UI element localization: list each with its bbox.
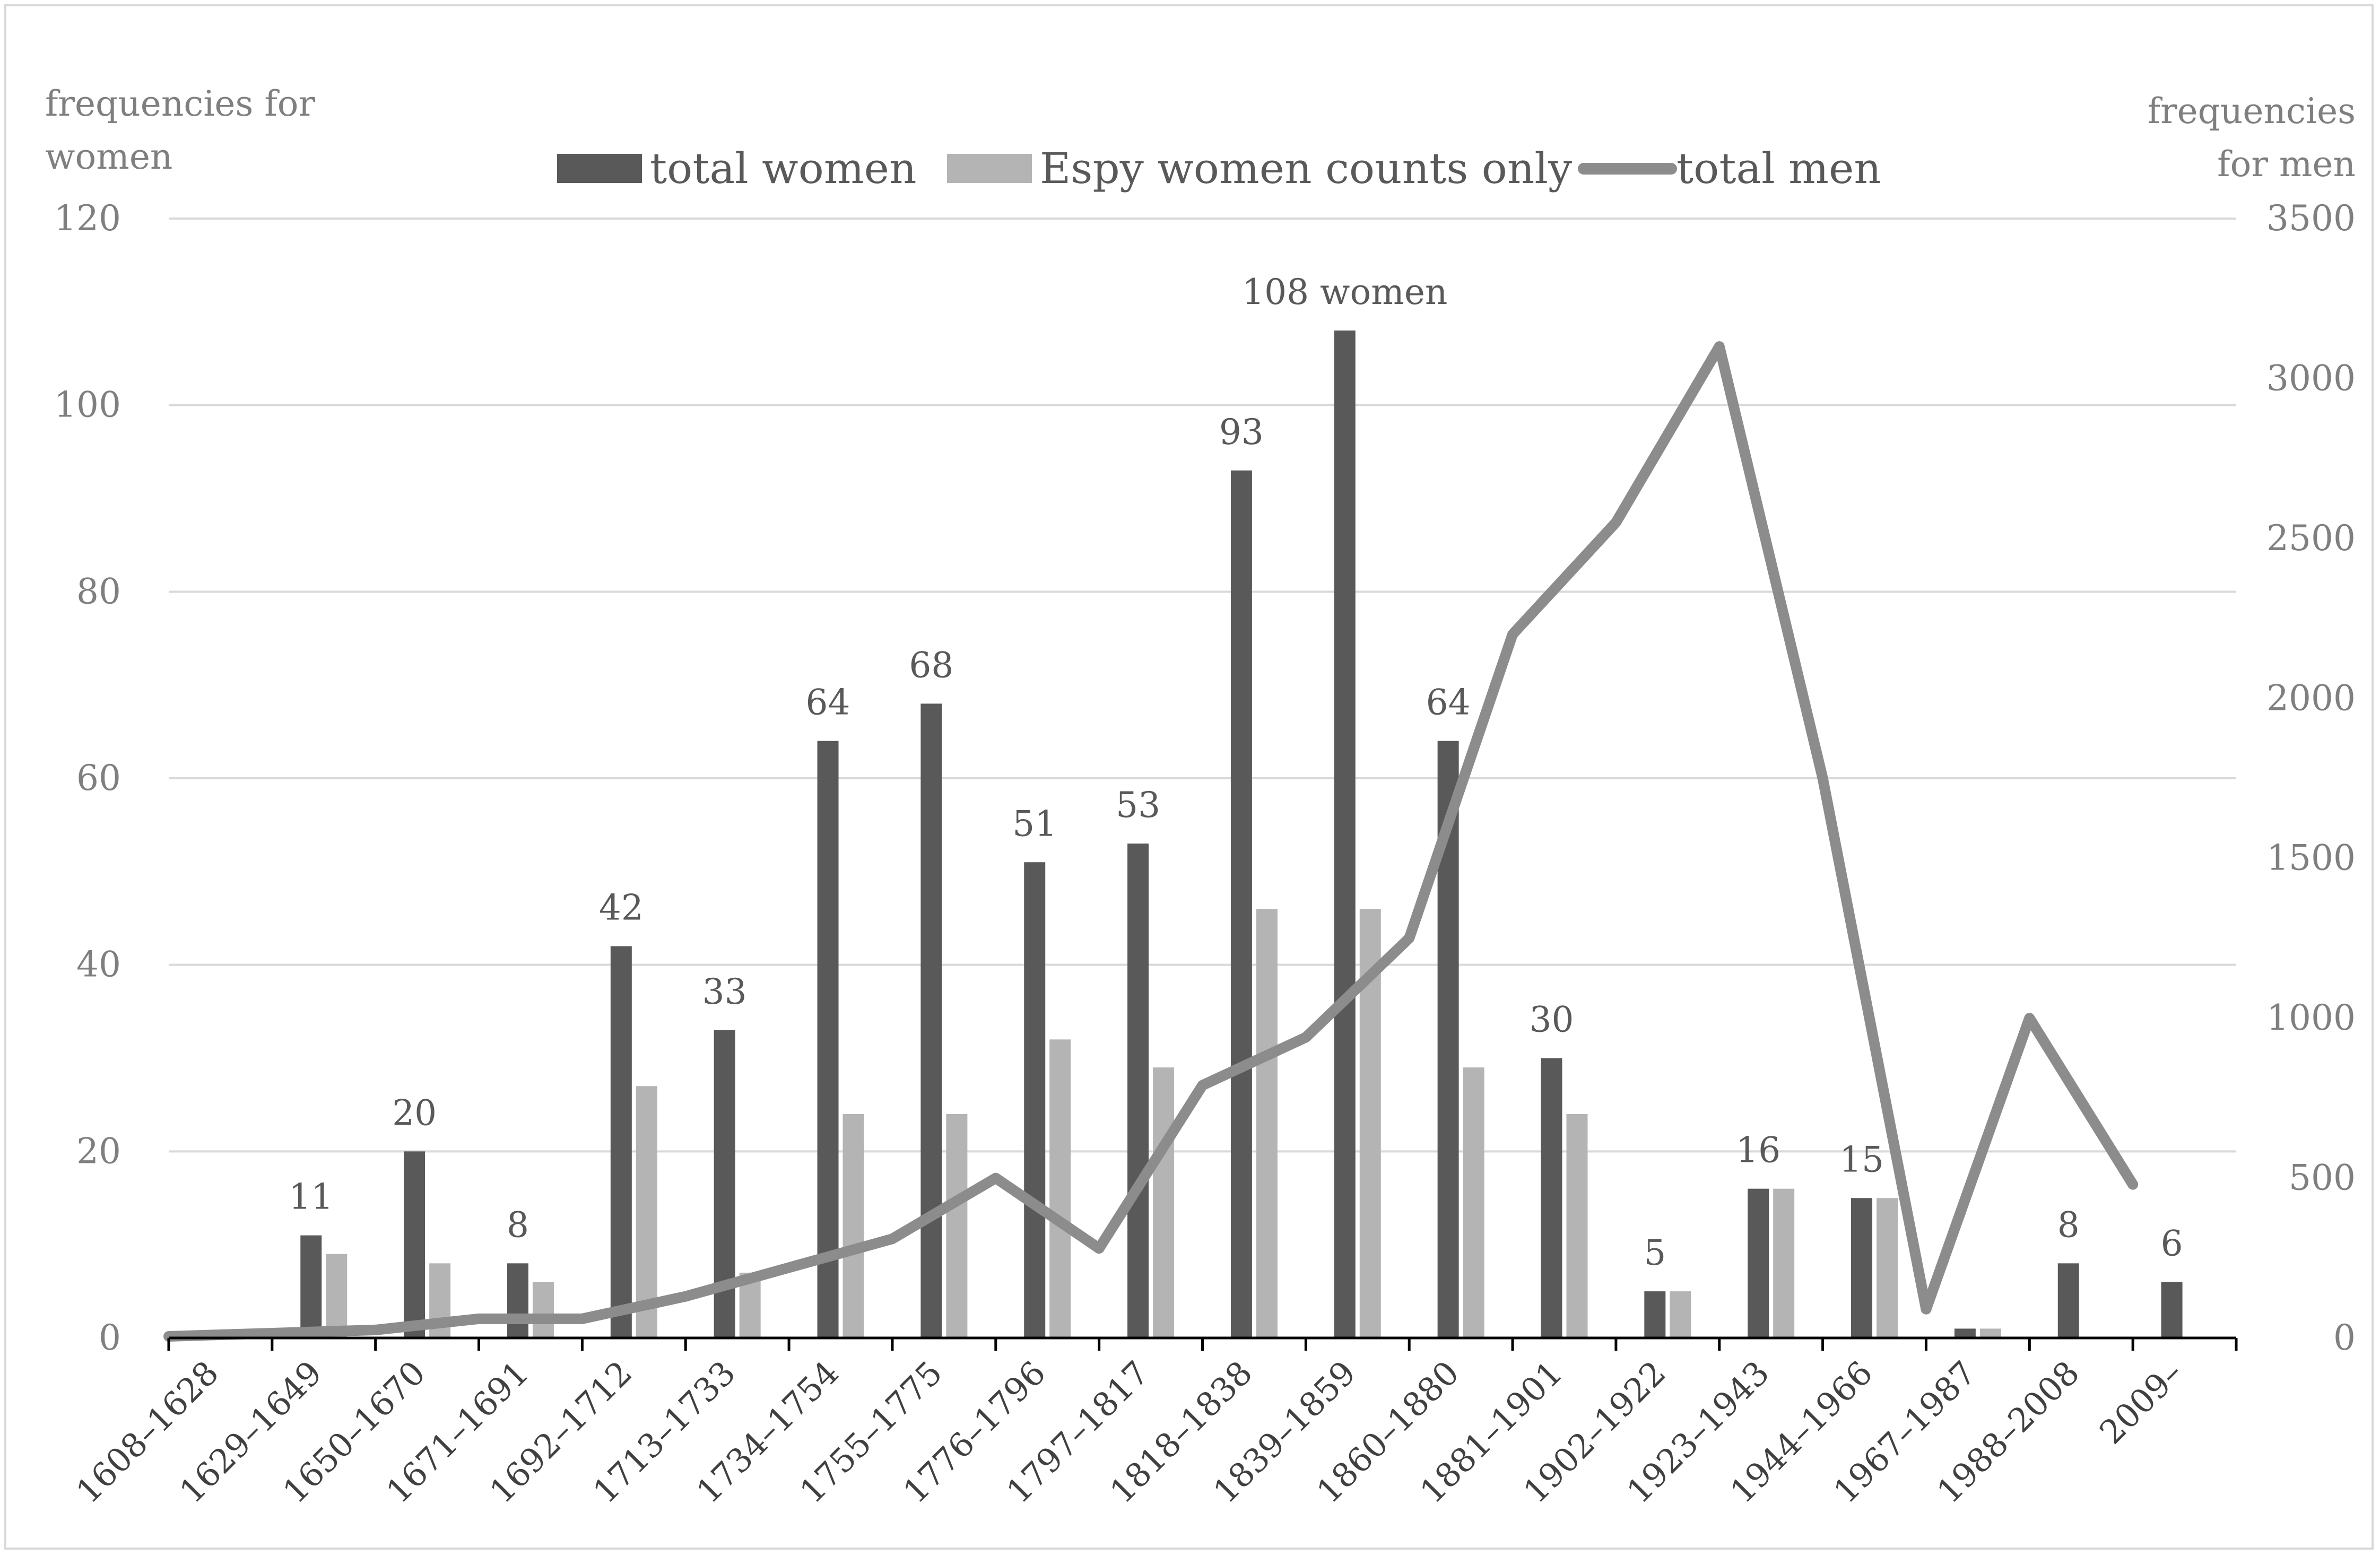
bar-total-women bbox=[1127, 844, 1149, 1338]
data-label: 42 bbox=[599, 888, 644, 928]
data-label: 93 bbox=[1219, 412, 1264, 453]
bar-total-women bbox=[817, 741, 839, 1338]
bar-espy-women bbox=[1877, 1198, 1898, 1338]
bar-total-women bbox=[1851, 1198, 1873, 1338]
data-label: 108 women bbox=[1242, 272, 1447, 312]
bar-espy-women bbox=[1463, 1067, 1484, 1338]
legend-swatch-espy-women bbox=[947, 154, 1032, 183]
data-label: 11 bbox=[289, 1177, 333, 1218]
axes: 0 20 40 60 80 100 120 0 500 1000 1500 2000 2500 3000 3… bbox=[54, 198, 2356, 1511]
data-label: 51 bbox=[1012, 803, 1057, 844]
bar-espy-women bbox=[842, 1114, 864, 1338]
bar-total-women bbox=[1230, 470, 1252, 1338]
y2-tick-label: 500 bbox=[2289, 1158, 2356, 1198]
y-axis-title-line2: women bbox=[45, 136, 172, 177]
x-tick-label: 2009– bbox=[2092, 1353, 2190, 1451]
bar-espy-women bbox=[1256, 909, 1278, 1338]
line-total-men bbox=[163, 341, 2139, 1342]
data-label: 53 bbox=[1116, 785, 1160, 825]
bar-total-women bbox=[1644, 1291, 1666, 1338]
y-tick-label: 60 bbox=[76, 758, 121, 798]
bar-total-women bbox=[1541, 1058, 1562, 1338]
y2-tick-label: 2500 bbox=[2266, 518, 2356, 559]
y2-tick-label: 3000 bbox=[2266, 358, 2356, 398]
y2-axis-title-line1: frequencies bbox=[2148, 91, 2356, 132]
y2-tick-label: 1000 bbox=[2266, 997, 2356, 1038]
gridlines bbox=[169, 218, 2236, 1153]
data-label: 8 bbox=[507, 1204, 529, 1245]
bar-espy-women bbox=[1566, 1114, 1588, 1338]
data-label: 16 bbox=[1736, 1130, 1780, 1171]
bar-espy-women bbox=[1049, 1039, 1071, 1338]
legend-label-espy-women: Espy women counts only bbox=[1040, 144, 1572, 193]
bar-total-women bbox=[610, 946, 632, 1338]
y2-axis-title-line2: for men bbox=[2217, 144, 2356, 185]
y-axis-title-line1: frequencies for bbox=[45, 83, 316, 124]
bar-espy-women bbox=[1153, 1067, 1175, 1338]
data-label: 5 bbox=[1644, 1232, 1666, 1273]
data-label: 33 bbox=[702, 971, 747, 1012]
data-label: 64 bbox=[1426, 682, 1471, 723]
data-labels: 11 20 8 42 33 64 68 51 53 93 108 women 64 30 5 16 15 8 6 bbox=[289, 272, 2183, 1273]
men-line bbox=[163, 341, 2139, 1342]
bar-total-women bbox=[2161, 1282, 2183, 1338]
data-label: 30 bbox=[1529, 999, 1574, 1040]
y2-tick-label: 1500 bbox=[2266, 838, 2356, 879]
legend-label-total-men: total men bbox=[1677, 144, 1881, 193]
y2-tick-label: 2000 bbox=[2266, 677, 2356, 718]
data-label: 64 bbox=[806, 682, 850, 723]
chart-frame bbox=[4, 4, 2374, 1550]
bar-espy-women bbox=[326, 1254, 348, 1338]
bar-total-women bbox=[404, 1151, 425, 1338]
y2-tick-label: 0 bbox=[2333, 1317, 2356, 1358]
bar-total-women bbox=[507, 1263, 528, 1338]
y2-tick-label: 3500 bbox=[2266, 198, 2356, 239]
bar-total-women bbox=[1334, 331, 1356, 1338]
data-label: 6 bbox=[2161, 1223, 2183, 1264]
data-label: 15 bbox=[1839, 1139, 1884, 1180]
y-tick-label: 100 bbox=[54, 385, 121, 425]
y-tick-label: 80 bbox=[76, 571, 121, 612]
data-label: 8 bbox=[2057, 1204, 2080, 1245]
y-tick-label: 20 bbox=[76, 1131, 121, 1171]
bar-espy-women bbox=[1773, 1188, 1795, 1338]
y-tick-label: 40 bbox=[76, 944, 121, 985]
bar-total-women bbox=[1024, 862, 1046, 1338]
data-label: 68 bbox=[909, 645, 953, 685]
bar-espy-women bbox=[946, 1114, 968, 1338]
y-tick-label: 0 bbox=[99, 1317, 121, 1358]
y-tick-label: 120 bbox=[54, 198, 121, 239]
data-label: 20 bbox=[392, 1092, 437, 1133]
legend-label-total-women: total women bbox=[650, 144, 917, 193]
bar-total-women bbox=[2057, 1263, 2079, 1338]
bar-espy-women bbox=[1670, 1291, 1691, 1338]
bar-espy-women bbox=[1979, 1328, 2001, 1338]
bar-total-women bbox=[920, 703, 942, 1338]
bar-total-women bbox=[300, 1235, 322, 1338]
legend: total women Espy women counts only total… bbox=[557, 144, 1881, 193]
bars bbox=[300, 331, 2183, 1338]
legend-swatch-total-women bbox=[557, 154, 642, 183]
bar-total-women bbox=[1748, 1188, 1769, 1338]
bar-espy-women bbox=[636, 1086, 657, 1338]
bar-espy-women bbox=[532, 1282, 554, 1338]
bar-total-women bbox=[1954, 1328, 1976, 1338]
